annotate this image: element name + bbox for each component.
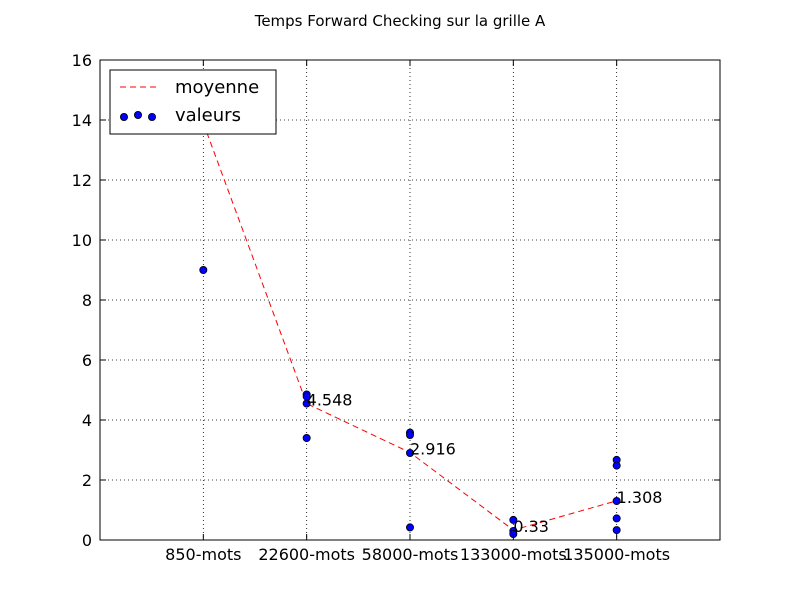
data-point [405,523,414,532]
y-tick-label: 16 [72,51,92,70]
y-tick-label: 4 [82,411,92,430]
x-tick-label: 850-mots [165,545,241,564]
legend-label-valeurs: valeurs [175,105,241,126]
data-point [612,514,621,523]
legend-point-swatch [147,113,156,122]
legend-point-swatch [120,113,129,122]
data-labels: 4.548 2.916 0.33 1.308 [307,391,663,537]
data-point [612,496,621,505]
data-label: 0.33 [513,517,549,536]
y-tick-label: 8 [82,291,92,310]
series-valeurs [199,265,621,539]
chart-title: Temps Forward Checking sur la grille A [254,12,546,30]
legend-point-swatch [133,111,142,120]
legend-box [109,69,277,135]
y-tick-label: 2 [82,471,92,490]
axis-ticks: 0 2 4 6 8 10 12 14 16 850-mots 22600-mots 58000-mot… [72,51,720,564]
grid [100,59,720,541]
data-point [302,433,311,442]
data-point [509,515,518,524]
y-tick-label: 10 [72,231,92,250]
y-tick-label: 6 [82,351,92,370]
data-point [612,461,621,470]
x-tick-label: 22600-mots [258,545,355,564]
legend: moyenne valeurs [109,69,277,135]
legend-label-moyenne: moyenne [175,77,259,98]
x-tick-label: 58000-mots [362,545,459,564]
data-label: 1.308 [617,488,663,507]
y-tick-label: 12 [72,171,92,190]
x-tick-label: 133000-mots [460,545,567,564]
y-tick-label: 14 [72,111,92,130]
x-tick-label: 135000-mots [563,545,670,564]
data-point [405,448,414,457]
data-point [405,430,414,439]
y-tick-label: 0 [82,531,92,550]
data-point [612,526,621,535]
data-point [199,265,208,274]
data-label: 4.548 [307,391,353,410]
data-point [302,399,311,408]
data-label: 2.916 [410,440,456,459]
